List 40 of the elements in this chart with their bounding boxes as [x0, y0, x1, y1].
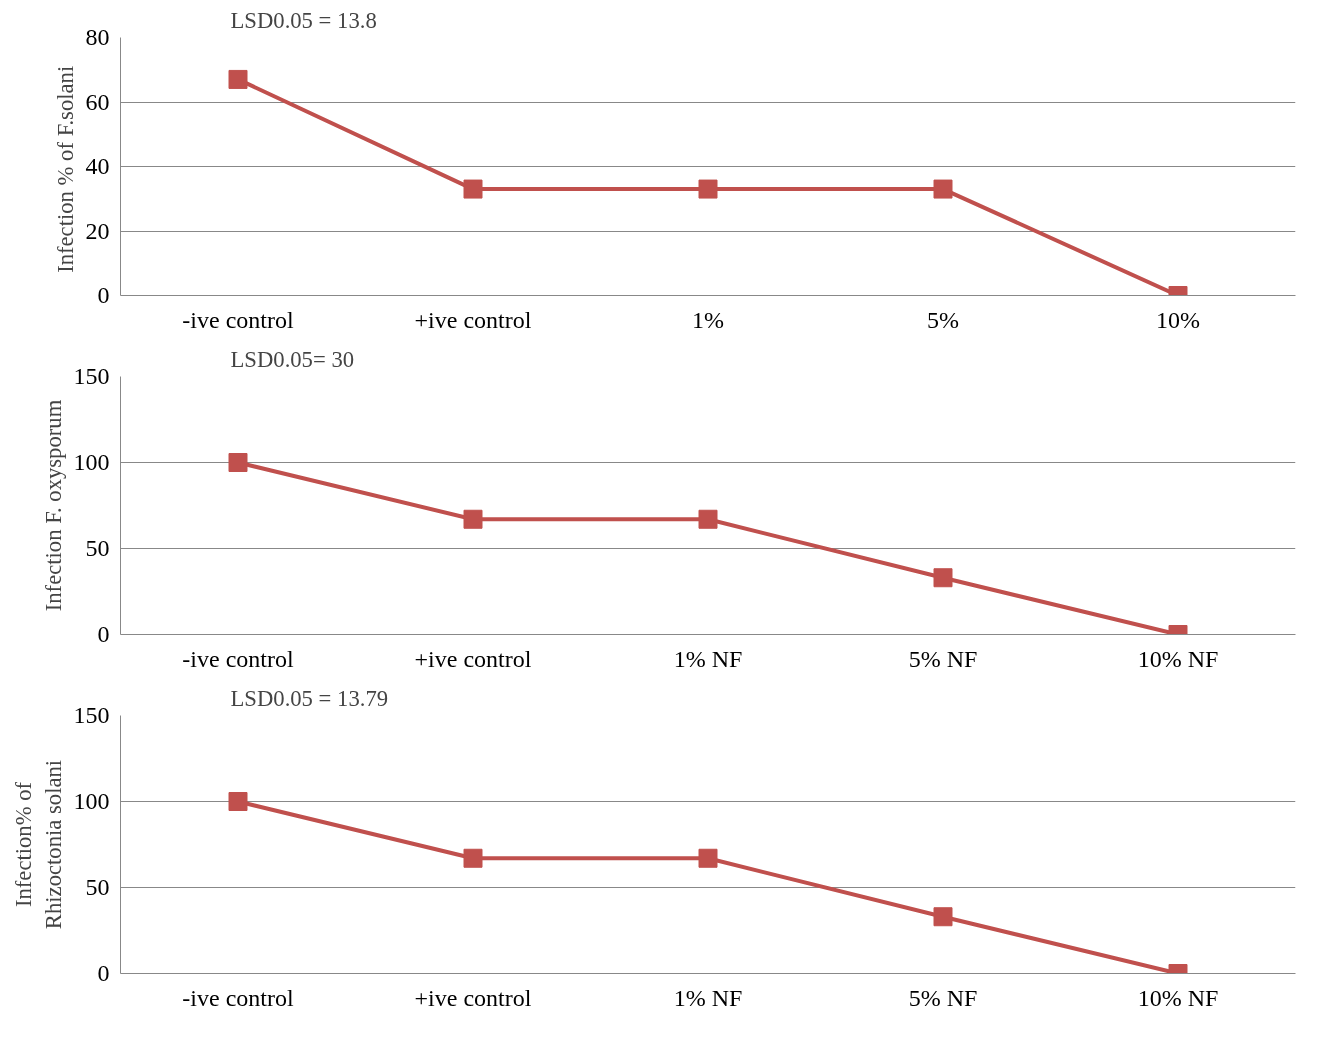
y-tick-label: 0	[97, 960, 110, 986]
x-tick-label: -ive control	[182, 984, 294, 1011]
y-tick-label: 80	[85, 24, 110, 50]
x-tick-label: 1%	[692, 306, 724, 333]
x-tick-label: 5% NF	[908, 984, 978, 1011]
x-tick-label: 10% NF	[1137, 645, 1219, 672]
x-tick-label: -ive control	[182, 306, 294, 333]
y-tick-label: 150	[73, 363, 110, 389]
point	[463, 848, 483, 868]
text: LSD0.05 = 13.79	[230, 685, 389, 711]
y-tick-label: 150	[73, 702, 110, 728]
point	[228, 453, 248, 472]
y-tick-label: 50	[85, 535, 110, 561]
y-tick-label: 0	[97, 282, 110, 308]
y-tick-label: 40	[85, 153, 110, 179]
x-tick-label: -ive control	[182, 645, 294, 672]
x-tick-label: 10% NF	[1137, 984, 1219, 1011]
x-tick-label: 1% NF	[673, 984, 743, 1011]
x-tick-label: 5%	[927, 306, 959, 333]
x-tick-label: +ive control	[414, 306, 532, 333]
y-tick-label: 60	[85, 88, 110, 115]
y-tick-label: 0	[97, 621, 110, 647]
y-tick-label: 100	[73, 788, 110, 814]
point	[698, 848, 718, 868]
y-tick-label: 100	[73, 449, 110, 475]
y-tick-label: 50	[85, 874, 110, 900]
text: LSD0.05= 30	[230, 346, 355, 372]
x-tick-label: 5% NF	[908, 645, 978, 672]
y-tick-label: 20	[85, 217, 110, 244]
x-tick-label: 10%	[1156, 306, 1200, 333]
y-axis-title: Infection F. oxysporum	[40, 399, 66, 612]
x-tick-label: 1% NF	[673, 645, 743, 672]
text: LSD0.05 = 13.8	[230, 7, 377, 33]
point	[463, 509, 483, 529]
x-tick-label: +ive control	[414, 645, 532, 672]
y-axis-title: Infection % of F.solani	[52, 65, 78, 273]
point	[228, 792, 248, 811]
y-axis-title: Infection% of Rhizoctonia solani	[10, 759, 66, 930]
x-tick-label: +ive control	[414, 984, 532, 1011]
point	[698, 509, 718, 529]
